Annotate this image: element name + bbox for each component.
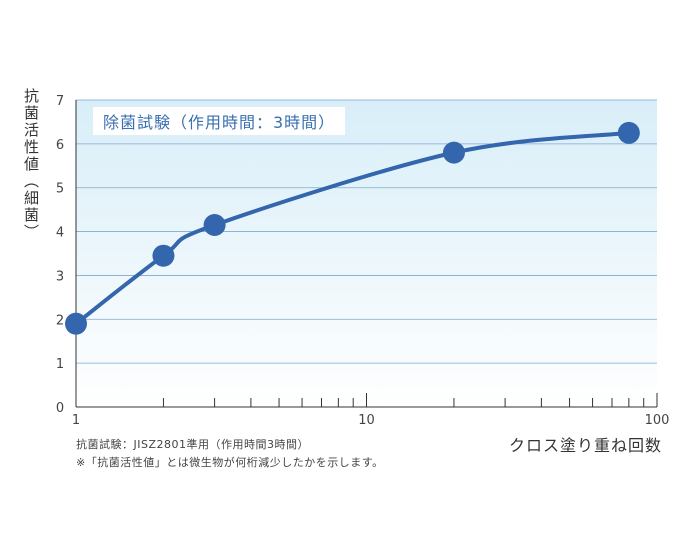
- y-tick-label-4: 4: [56, 226, 64, 241]
- data-point-80: [617, 121, 640, 144]
- x-tick-label-1: 1: [72, 413, 80, 428]
- footnote-test-method: 抗菌試験：JISZ2801準用（作用時間3時間）: [76, 438, 309, 451]
- y-axis-label: 抗菌活性値（細菌）: [22, 88, 40, 241]
- y-tick-label-6: 6: [56, 138, 64, 153]
- gridlines: [76, 99, 657, 364]
- y-tick-label-1: 1: [56, 357, 64, 372]
- chart-title-legend: 除菌試験（作用時間：3時間）: [93, 107, 346, 135]
- data-point-2: [152, 244, 175, 267]
- y-tick-label-3: 3: [56, 269, 64, 284]
- y-tick-label-0: 0: [56, 401, 64, 416]
- y-tick-label-2: 2: [56, 313, 64, 328]
- y-tick-label-7: 7: [56, 94, 64, 109]
- data-point-1: [65, 312, 87, 335]
- x-tick-label-100: 100: [645, 413, 670, 428]
- data-point-3: [203, 213, 226, 236]
- x-tick-label-10: 10: [358, 413, 375, 428]
- data-series: [65, 121, 640, 335]
- y-tick-label-5: 5: [56, 182, 64, 197]
- footnote-definition: ※「抗菌活性値」とは微生物が何桁減少したかを示します。: [76, 456, 384, 469]
- series-line-0: [74, 130, 631, 326]
- x-axis-label: クロス塗り重ね回数: [508, 436, 662, 455]
- data-point-20: [442, 141, 465, 164]
- axes: [75, 100, 658, 408]
